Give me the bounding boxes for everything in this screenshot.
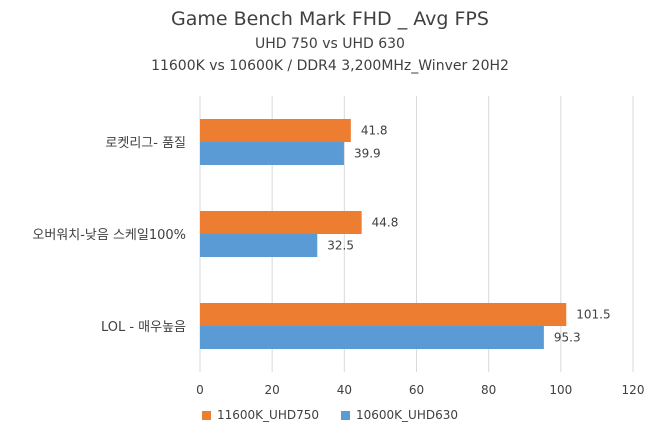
bar-1-1 [200, 211, 362, 234]
legend-label-series-1: 11600K_UHD750 [217, 408, 319, 422]
data-label-1-2: 101.5 [576, 308, 610, 322]
category-label-0: 로켓리그- 품질 [105, 136, 186, 151]
chart-title: Game Bench Mark FHD _ Avg FPS [171, 8, 489, 30]
chart-subtitle-2: 11600K vs 10600K / DDR4 3,200MHz_Winver … [151, 58, 509, 74]
x-tick-label-60: 60 [409, 383, 424, 397]
legend-item-series-2: 10600K_UHD630 [341, 408, 458, 422]
data-label-1-0: 41.8 [361, 124, 388, 138]
bar-1-0 [200, 119, 351, 142]
data-label-1-1: 44.8 [372, 216, 399, 230]
x-tick-label-120: 120 [622, 383, 645, 397]
bar-2-2 [200, 326, 544, 349]
x-tick-label-80: 80 [481, 383, 496, 397]
legend-swatch-series-1 [202, 410, 211, 420]
chart-subtitle-1: UHD 750 vs UHD 630 [255, 36, 405, 52]
bar-1-2 [200, 303, 567, 326]
x-tick-label-100: 100 [549, 383, 572, 397]
x-tick-label-0: 0 [196, 383, 204, 397]
legend-label-series-2: 10600K_UHD630 [356, 408, 458, 422]
legend-item-series-1: 11600K_UHD750 [202, 408, 319, 422]
category-label-2: LOL - 매우높음 [101, 320, 186, 335]
legend: 11600K_UHD750 10600K_UHD630 [0, 408, 660, 422]
x-tick-label-40: 40 [337, 383, 352, 397]
data-label-2-2: 95.3 [554, 331, 581, 345]
data-label-2-0: 39.9 [354, 147, 381, 161]
bar-2-1 [200, 234, 318, 257]
category-label-1: 오버워치-낮음 스케일100% [32, 228, 186, 243]
legend-swatch-series-2 [341, 410, 350, 420]
bar-2-0 [200, 142, 344, 165]
x-tick-label-20: 20 [265, 383, 280, 397]
data-label-2-1: 32.5 [327, 239, 354, 253]
